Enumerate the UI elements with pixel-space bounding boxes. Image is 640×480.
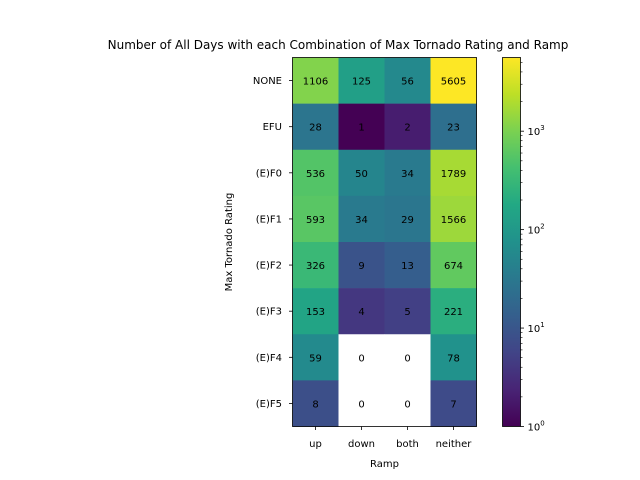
cell-value-label: 1 (358, 123, 364, 134)
heatmap-cell (384, 288, 431, 335)
cell-value-label: 4 (358, 307, 364, 318)
y-tick-label: (E)F0 (256, 168, 282, 179)
cell-value-label: 153 (306, 307, 325, 318)
cell-value-label: 59 (309, 353, 322, 364)
heatmap-cell (384, 380, 431, 427)
heatmap-cell (430, 242, 477, 289)
colorbar-tick-label: 101 (528, 321, 545, 335)
x-tick-label: down (348, 439, 375, 450)
x-tick-label: neither (436, 439, 473, 450)
cell-value-label: 2 (404, 123, 410, 134)
y-tick-label: NONE (253, 76, 282, 87)
heatmap-cell (338, 149, 385, 197)
heatmap-cell (292, 288, 339, 335)
cell-value-label: 0 (404, 353, 410, 364)
cell-value-label: 13 (401, 261, 414, 272)
heatmap-cell (430, 195, 477, 243)
heatmap-cell (292, 57, 339, 104)
colorbar-ticks: 100 101 102 103 (520, 62, 545, 434)
heatmap-cell (384, 334, 431, 381)
cell-value-label: 56 (401, 77, 414, 88)
colorbar-tick-label: 103 (528, 124, 545, 138)
y-tick-label: (E)F1 (256, 214, 282, 225)
y-tick-label: (E)F4 (256, 353, 282, 364)
heatmap-cell (292, 334, 339, 381)
colorbar (502, 57, 521, 427)
heatmap-cell (384, 242, 431, 289)
heatmap-cell (338, 334, 385, 381)
cell-value-label: 593 (306, 215, 325, 226)
y-tick-label: EFU (263, 122, 282, 133)
heatmap-cell (430, 288, 477, 335)
heatmap-cell (292, 195, 339, 243)
heatmap-cell (430, 103, 477, 151)
cell-value-label: 1789 (441, 169, 466, 180)
heatmap-cell (338, 242, 385, 289)
heatmap-cells (292, 57, 477, 427)
colorbar-tick-label: 100 (528, 420, 545, 434)
cell-value-label: 29 (401, 215, 414, 226)
heatmap-cell (430, 380, 477, 427)
cell-value-label: 0 (358, 399, 364, 410)
heatmap-cell (338, 288, 385, 335)
heatmap-cell (384, 149, 431, 197)
plot-frame (292, 57, 477, 427)
heatmap-cell (338, 380, 385, 427)
y-tick-label: (E)F3 (256, 307, 282, 318)
x-axis: up down both neither (309, 426, 473, 450)
cell-value-label: 326 (306, 261, 325, 272)
heatmap-cell (430, 57, 477, 104)
y-tick-label: (E)F5 (256, 399, 282, 410)
cell-value-label: 1106 (303, 77, 328, 88)
chart-title: Number of All Days with each Combination… (108, 38, 569, 52)
cell-value-label: 0 (358, 353, 364, 364)
cell-value-label: 5 (404, 307, 410, 318)
cell-value-label: 1566 (441, 215, 466, 226)
cell-value-label: 50 (355, 169, 368, 180)
heatmap-cell (384, 57, 431, 104)
heatmap-cell (384, 103, 431, 151)
heatmap-cell (338, 57, 385, 104)
heatmap-cell (384, 195, 431, 243)
cell-value-label: 7 (450, 399, 456, 410)
heatmap-cell (338, 195, 385, 243)
cell-value-label: 78 (447, 353, 460, 364)
x-tick-label: up (309, 439, 322, 450)
heatmap-cell (292, 103, 339, 151)
cell-value-label: 674 (444, 261, 463, 272)
cell-value-label: 8 (312, 399, 318, 410)
cell-value-label: 28 (309, 123, 322, 134)
x-tick-label: both (396, 439, 419, 450)
y-axis: NONE EFU (E)F0 (E)F1 (E)F2 (E)F3 (E)F4 (E)F5 (253, 76, 293, 410)
heatmap-cell (430, 334, 477, 381)
cell-value-label: 34 (401, 169, 414, 180)
cell-value-label: 221 (444, 307, 463, 318)
cell-value-label: 0 (404, 399, 410, 410)
cell-value-label: 536 (306, 169, 325, 180)
y-tick-label: (E)F2 (256, 261, 282, 272)
cell-value-label: 9 (358, 261, 364, 272)
heatmap-cell (292, 149, 339, 197)
y-axis-label: Max Tornado Rating (224, 193, 235, 292)
heatmap-cell (430, 149, 477, 197)
cell-value-label: 34 (355, 215, 368, 226)
heatmap-cell (292, 380, 339, 427)
x-axis-label: Ramp (370, 459, 399, 470)
colorbar-tick-label: 102 (528, 223, 545, 237)
cell-value-label: 5605 (441, 77, 466, 88)
cell-value-label: 125 (352, 77, 371, 88)
cell-value-label: 23 (447, 123, 460, 134)
heatmap-cell (338, 103, 385, 151)
heatmap-cell (292, 242, 339, 289)
